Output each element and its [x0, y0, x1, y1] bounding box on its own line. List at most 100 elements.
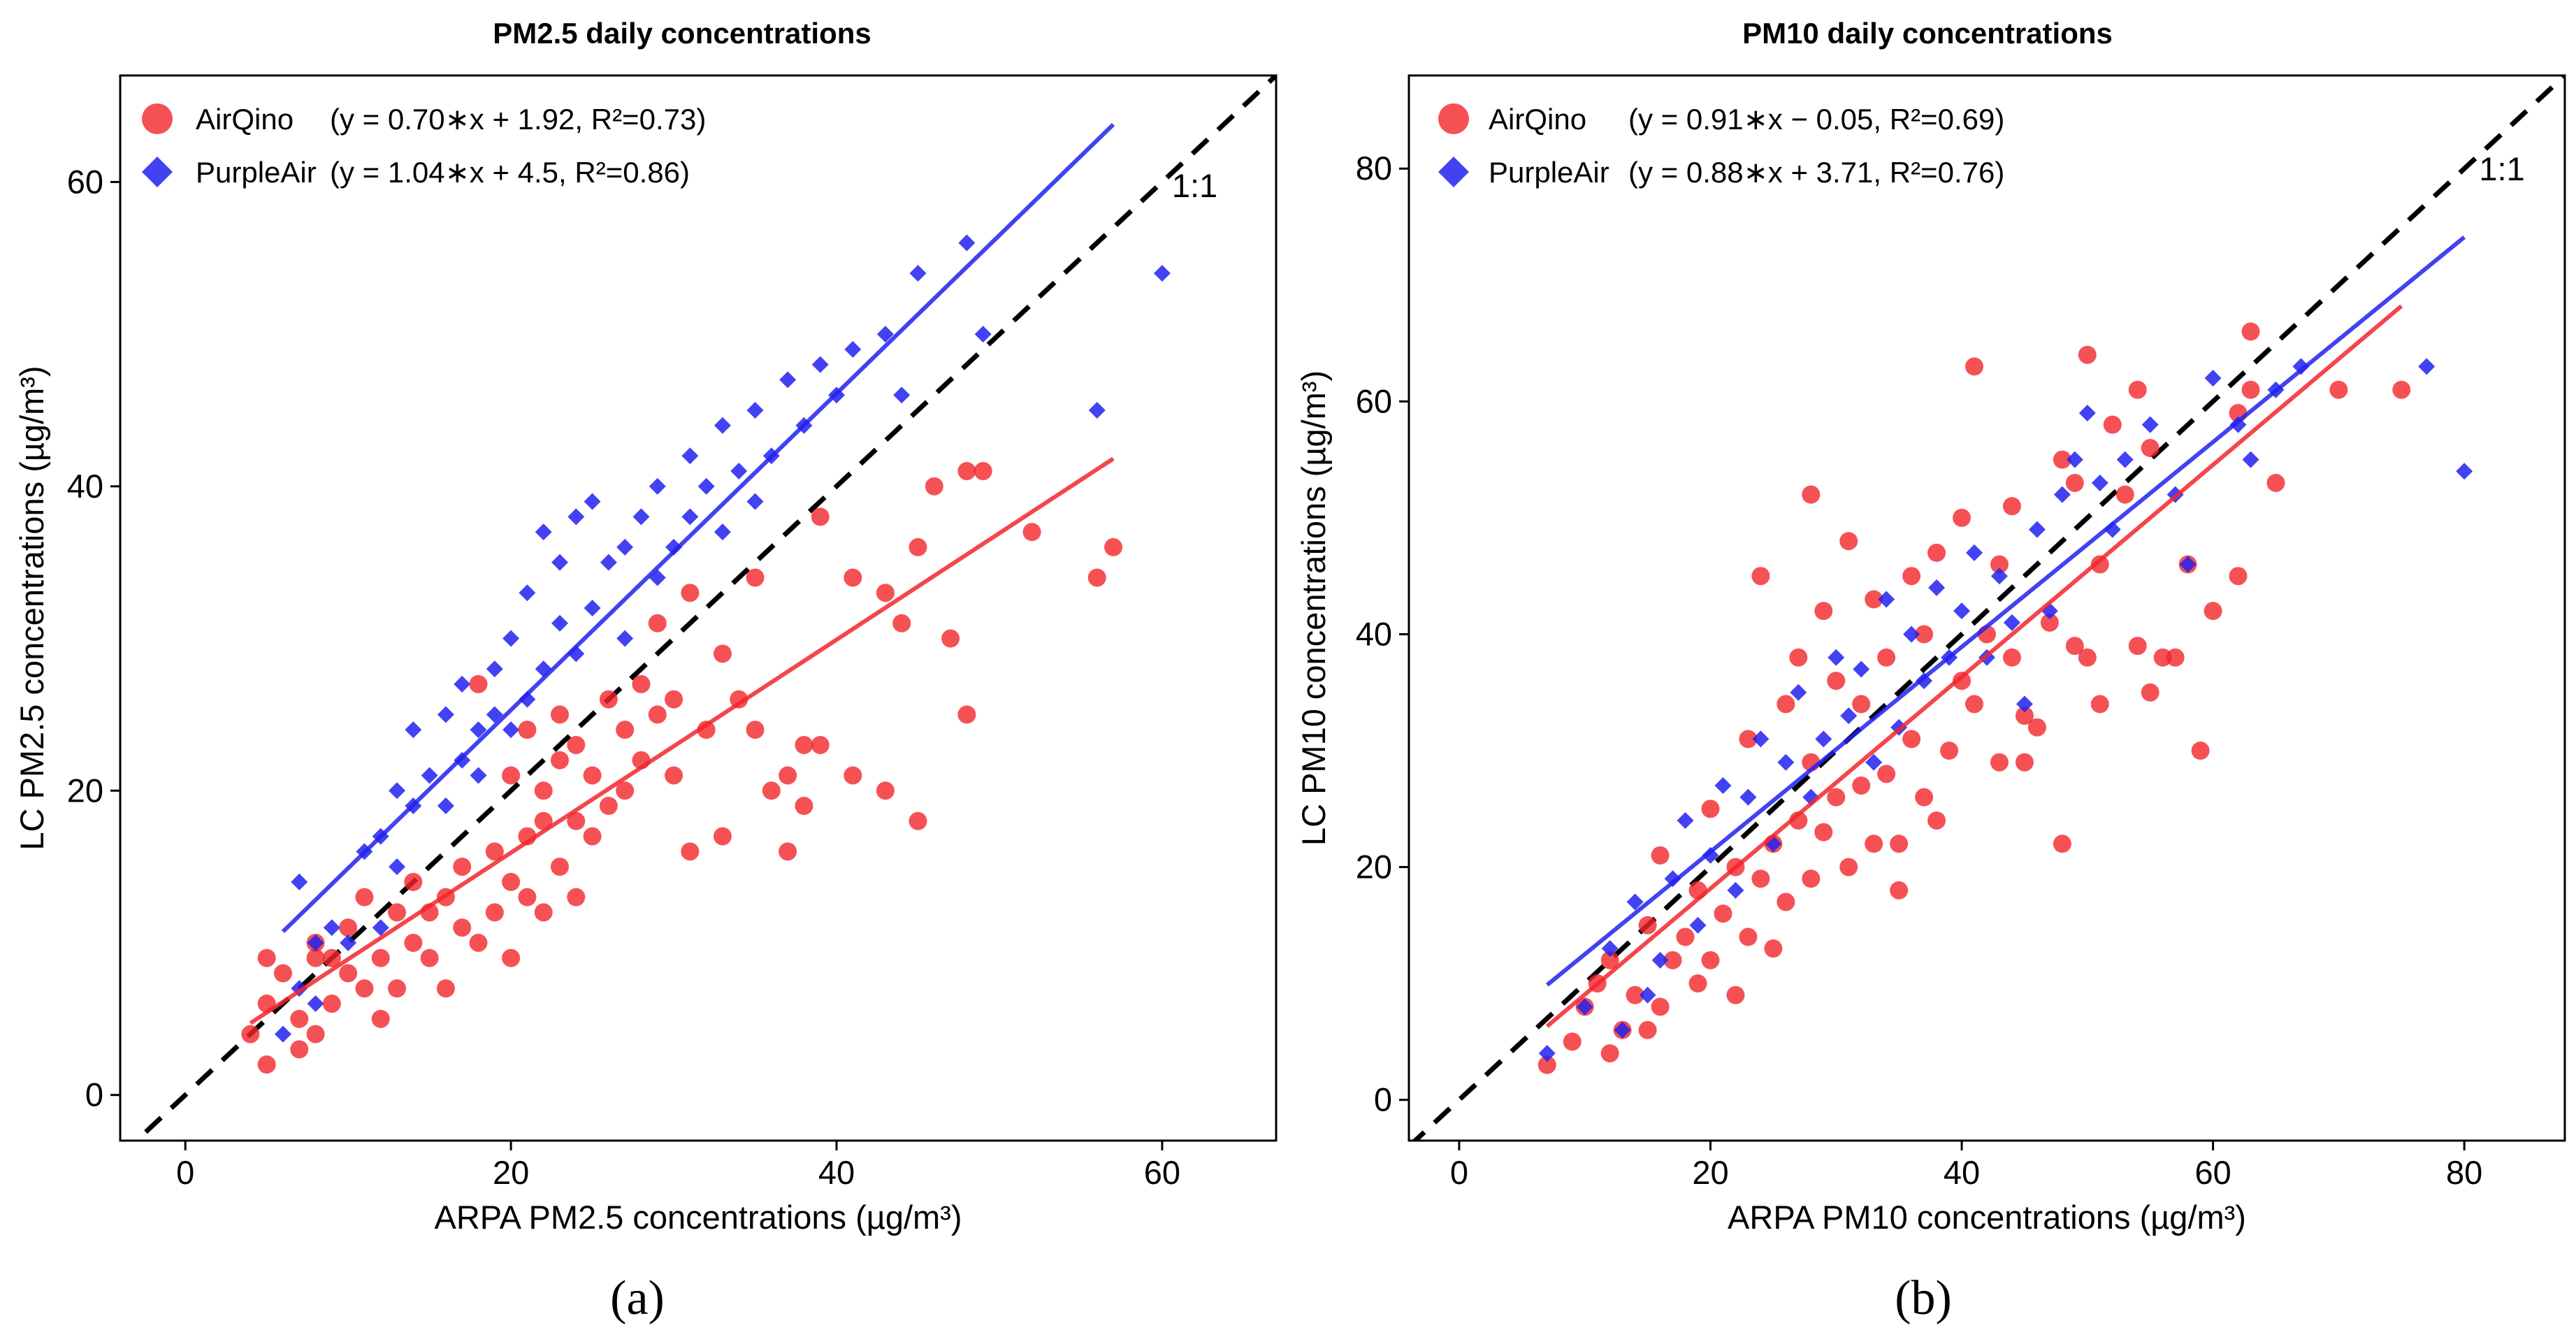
x-tick-label: 60	[1144, 1154, 1180, 1191]
airqino-point	[1777, 695, 1795, 714]
purpleair-point	[551, 554, 568, 571]
legend-series-name: AirQino	[1489, 103, 1586, 136]
airqino-point	[567, 811, 586, 830]
airqino-point	[355, 888, 374, 906]
legend-equation: (y = 0.70∗x + 1.92, R²=0.73)	[330, 103, 706, 136]
legend-series-name: PurpleAir	[1489, 156, 1609, 189]
airqino-point	[1927, 543, 1946, 562]
airqino-point	[1865, 834, 1883, 853]
airqino-point	[469, 933, 488, 952]
purpleair-point	[1538, 1045, 1556, 1062]
purpleair-point	[893, 386, 911, 404]
airqino-point	[2040, 613, 2059, 632]
chart-title: PM2.5 daily concentrations	[493, 17, 871, 50]
airqino-point	[1563, 1032, 1582, 1051]
legend-equation: (y = 0.91∗x − 0.05, R²=0.69)	[1628, 103, 2004, 136]
airqino-point	[2266, 473, 2285, 492]
panel-pm25: PM2.5 daily concentrations 0 20 40 60 0 20 40 60…	[13, 17, 1278, 1325]
airqino-point	[713, 827, 732, 846]
airqino-point	[583, 827, 602, 846]
purpleair-point	[1928, 579, 1946, 596]
airqino-point	[371, 1009, 390, 1028]
airqino-point	[2015, 707, 2034, 725]
x-tick-label: 0	[1450, 1154, 1468, 1191]
airqino-point	[2090, 555, 2109, 574]
purpleair-point	[2141, 416, 2159, 433]
purpleair-point	[274, 1025, 291, 1043]
airqino-point	[1814, 602, 1833, 621]
purpleair-point	[1714, 777, 1732, 794]
purpleair-point	[1664, 870, 1681, 888]
purpleair-point	[1878, 591, 1895, 608]
purpleair-point	[535, 523, 552, 541]
airqino-point	[306, 1025, 325, 1043]
purpleair-point	[1677, 811, 1694, 829]
purpleair-point	[2016, 695, 2033, 713]
y-axis-label: LC PM2.5 concentrations (µg/m³)	[13, 366, 50, 850]
airqino-point	[779, 842, 797, 861]
airqino-point	[1990, 555, 2009, 574]
purpleair-point	[1088, 401, 1106, 419]
x-tick-label: 20	[1692, 1154, 1728, 1191]
airqino-point	[1751, 567, 1770, 586]
airqino-point	[1764, 939, 1783, 958]
legend-series-name: AirQino	[196, 103, 294, 136]
airqino-point	[1751, 869, 1770, 888]
airqino-point	[1651, 846, 1670, 865]
airqino-point	[2053, 834, 2071, 853]
x-axis-label: ARPA PM10 concentrations (µg/m³)	[1728, 1199, 2246, 1236]
y-tick-label: 0	[85, 1076, 103, 1113]
purpleair-point	[681, 508, 699, 526]
purpleair-point	[746, 401, 764, 419]
airqino-point	[1902, 730, 1921, 749]
airqino-point	[2078, 345, 2097, 364]
purpleair-point	[1601, 940, 1619, 958]
airqino-point	[681, 842, 700, 861]
purpleair-point	[1739, 788, 1757, 806]
airqino-point	[485, 903, 504, 922]
legend-series-name: PurpleAir	[196, 156, 317, 189]
purpleair-point	[1903, 626, 1920, 643]
purpleair-point	[714, 523, 731, 541]
x-tick-label: 0	[176, 1154, 194, 1191]
airqino-point	[925, 477, 943, 496]
identity-line	[1411, 75, 2565, 1141]
purpleair-point	[307, 995, 324, 1013]
purpleair-point	[746, 493, 764, 510]
airqino-point	[599, 797, 618, 816]
purpleair-point	[470, 721, 487, 739]
airqino-point	[1600, 951, 1619, 969]
airqino-point	[273, 964, 292, 983]
airqino-point	[388, 979, 407, 998]
airqino-point	[2078, 648, 2097, 667]
purpleair-point	[2242, 451, 2259, 468]
airqino-point	[2392, 380, 2411, 399]
airqino-point	[599, 690, 618, 709]
x-tick-label: 20	[493, 1154, 529, 1191]
airqino-point	[1877, 648, 1896, 667]
purpleair-point	[779, 371, 797, 389]
x-tick-label: 40	[818, 1154, 855, 1191]
airqino-point	[1777, 893, 1795, 911]
airqino-point	[1953, 508, 1971, 527]
airqino-point	[1739, 730, 1758, 749]
airqino-point	[811, 735, 830, 754]
airqino-point	[1739, 927, 1758, 946]
purpleair-point	[1639, 986, 1656, 1004]
purpleair-point	[2418, 358, 2436, 375]
airqino-point	[2115, 485, 2134, 504]
airqino-point	[2002, 497, 2021, 516]
airqino-point	[2015, 753, 2034, 772]
legend-equation: (y = 1.04∗x + 4.5, R²=0.86)	[330, 156, 690, 189]
airqino-point	[1852, 695, 1871, 714]
airqino-point	[2241, 322, 2260, 341]
airqino-point	[1022, 523, 1041, 542]
airqino-point	[2065, 637, 2084, 656]
airqino-point	[2128, 380, 2147, 399]
purpleair-point	[1651, 951, 1669, 969]
airqino-point	[1965, 357, 1984, 376]
airqino-point	[583, 766, 602, 785]
airqino-point	[648, 614, 667, 633]
purpleair-point	[567, 508, 585, 526]
